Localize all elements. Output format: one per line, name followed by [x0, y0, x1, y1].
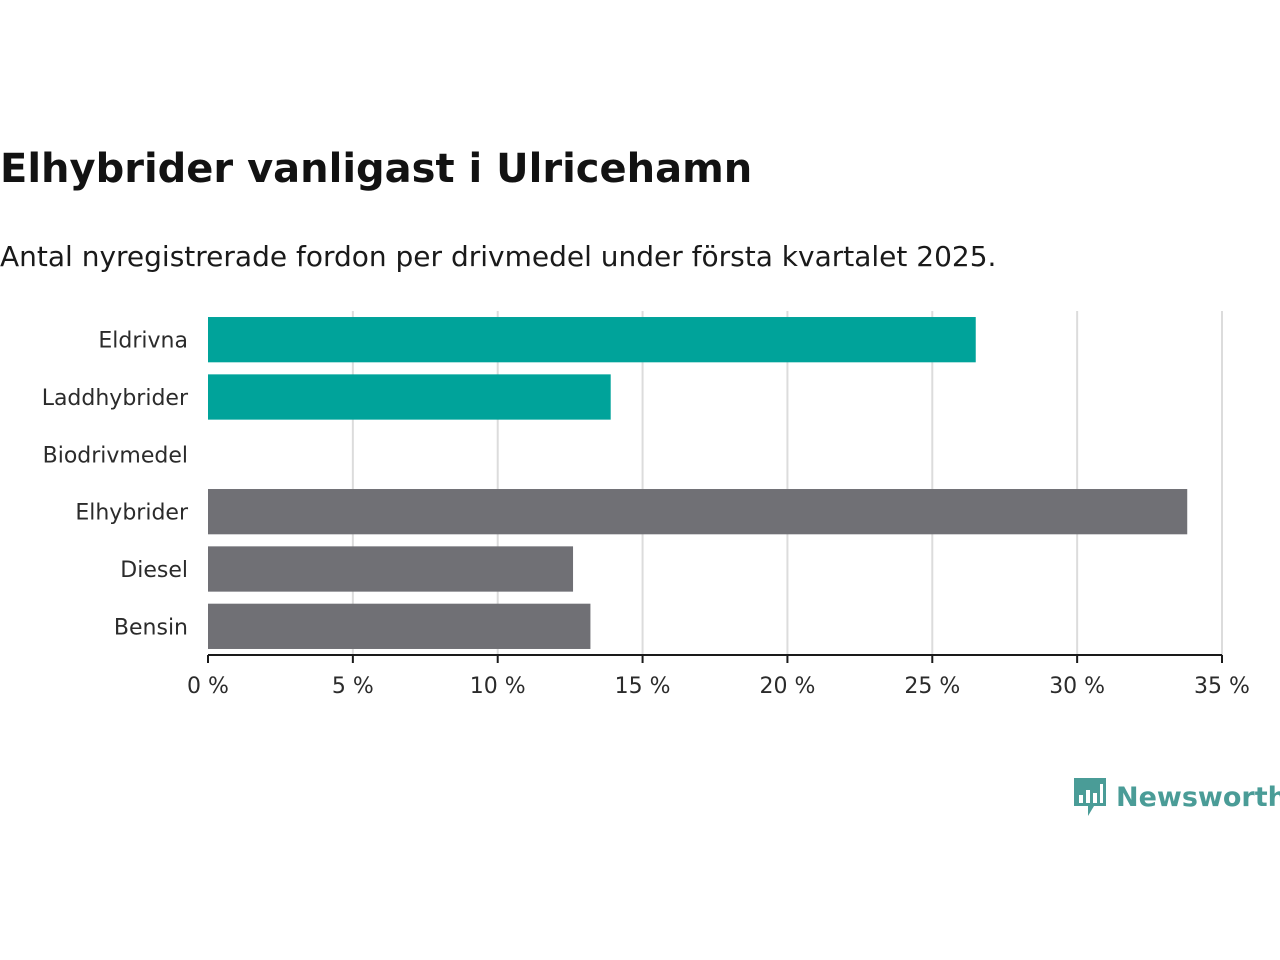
- gridlines: [351, 311, 1223, 655]
- category-label: Laddhybrider: [42, 386, 189, 411]
- brand-name: Newsworthy: [1116, 781, 1280, 813]
- newsworthy-logo: Newsworthy: [1072, 776, 1280, 818]
- category-label: Bensin: [114, 615, 188, 640]
- bar-elhybrider: [208, 489, 1188, 535]
- bar-bensin: [208, 603, 591, 649]
- chart-title: Elhybrider vanligast i Ulricehamn: [0, 146, 753, 192]
- category-label: Biodrivmedel: [43, 443, 188, 468]
- x-tick-label: 15 %: [615, 674, 671, 699]
- x-tick-label: 30 %: [1049, 674, 1105, 699]
- category-label: Diesel: [120, 558, 188, 583]
- bar-eldrivna: [208, 317, 976, 363]
- category-label: Eldrivna: [98, 329, 188, 354]
- chart-subtitle: Antal nyregistrerade fordon per drivmede…: [0, 240, 997, 273]
- x-tick-label: 0 %: [187, 674, 229, 699]
- category-labels: Eldrivna Laddhybrider Biodrivmedel Elhybrid…: [42, 329, 189, 641]
- x-tick-label: 5 %: [332, 674, 374, 699]
- x-tick-label: 35 %: [1194, 674, 1250, 699]
- category-label: Elhybrider: [75, 501, 189, 526]
- x-tick-label: 20 %: [759, 674, 815, 699]
- x-axis-ticks: 0 % 5 % 10 % 15 % 20 % 25 % 30 % 35 %: [187, 655, 1250, 699]
- bar-diesel: [208, 546, 574, 592]
- x-tick-label: 25 %: [904, 674, 960, 699]
- bars: [208, 317, 1188, 649]
- newsworthy-chart-icon: [1074, 778, 1106, 816]
- bar-laddhybrider: [208, 374, 611, 420]
- x-tick-label: 10 %: [470, 674, 526, 699]
